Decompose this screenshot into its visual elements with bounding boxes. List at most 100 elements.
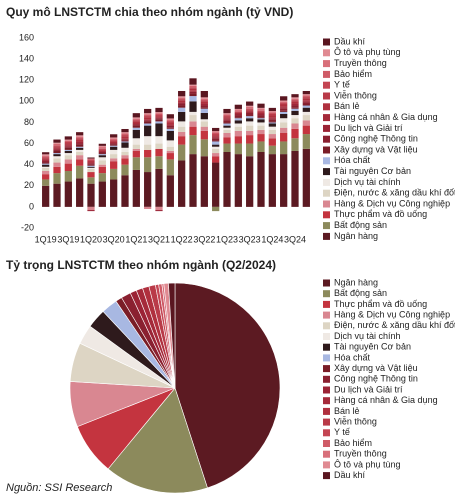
legend-label: Bất động sản bbox=[334, 220, 387, 230]
legend-label: Thực phẩm và đồ uống bbox=[334, 209, 427, 219]
bar-segment bbox=[223, 127, 231, 130]
bar-segment bbox=[87, 161, 95, 163]
bar-segment bbox=[132, 169, 140, 207]
x-tick-label: 1Q23 bbox=[216, 234, 238, 244]
bar-segment bbox=[189, 91, 197, 94]
bar-segment bbox=[257, 115, 265, 118]
legend-label: Ngân hàng bbox=[334, 231, 378, 241]
y-tick-label: 100 bbox=[19, 96, 34, 106]
bar-segment bbox=[53, 162, 61, 167]
bar-segment bbox=[212, 138, 220, 141]
bar-segment bbox=[53, 144, 61, 146]
bar-segment bbox=[291, 115, 299, 119]
bar-segment bbox=[302, 97, 310, 99]
bar-segment bbox=[121, 139, 129, 141]
bar-segment bbox=[268, 129, 276, 135]
bar-segment bbox=[291, 97, 299, 99]
legend-label: Điện, nước & xăng dầu khí đốt bbox=[334, 188, 455, 198]
legend-swatch bbox=[323, 211, 330, 219]
bar-segment bbox=[223, 118, 231, 120]
bar-segment bbox=[53, 166, 61, 174]
legend-label: Tài nguyên Cơ bản bbox=[334, 342, 411, 352]
bar-segment bbox=[280, 102, 288, 104]
bar-segment bbox=[155, 123, 163, 137]
bar-segment bbox=[121, 138, 129, 140]
legend-label: Bán lẻ bbox=[334, 101, 360, 111]
bar-segment bbox=[189, 154, 197, 207]
legend-swatch bbox=[323, 60, 330, 68]
bar-segment bbox=[132, 129, 140, 139]
bar-segment bbox=[110, 145, 118, 147]
bar-segment bbox=[234, 112, 242, 114]
bar-segment bbox=[98, 173, 106, 182]
legend-swatch bbox=[323, 290, 330, 298]
bar-segment bbox=[53, 142, 61, 144]
bar-segment bbox=[166, 130, 174, 141]
bar-segment bbox=[121, 175, 129, 207]
bar-segment bbox=[144, 113, 152, 115]
bar-segment bbox=[268, 112, 276, 114]
legend-swatch bbox=[323, 168, 330, 176]
bar-segment bbox=[212, 133, 220, 135]
bar-segment bbox=[98, 153, 106, 155]
bar-segment bbox=[76, 152, 84, 156]
bar-segment bbox=[155, 148, 163, 157]
bar-segment bbox=[64, 149, 72, 151]
bar-segment bbox=[87, 177, 95, 184]
bar-segment bbox=[234, 130, 242, 137]
bar-segment bbox=[87, 158, 95, 160]
bar-segment bbox=[98, 148, 106, 149]
bar-segment bbox=[268, 122, 276, 124]
bar-segment bbox=[132, 148, 140, 151]
bar-segment bbox=[132, 150, 140, 158]
bar-segment bbox=[76, 143, 84, 145]
bar-segment bbox=[234, 110, 242, 112]
chart-title: Tỷ trọng LNSTCTM theo nhóm ngành (Q2/202… bbox=[6, 258, 276, 272]
bar-segment bbox=[291, 94, 299, 98]
bar-segment bbox=[76, 135, 84, 137]
bar-segment bbox=[246, 101, 254, 106]
legend-label: Bán lẻ bbox=[334, 406, 360, 416]
bar-segment bbox=[87, 206, 95, 211]
bar-segment bbox=[302, 94, 310, 96]
bar-segment bbox=[64, 171, 72, 182]
bar-segment bbox=[76, 144, 84, 147]
bar-segment bbox=[178, 160, 186, 207]
bar-segment bbox=[42, 171, 50, 175]
x-tick-label: 3Q23 bbox=[239, 234, 261, 244]
bar-segment bbox=[64, 144, 72, 146]
bar-segment bbox=[223, 137, 231, 144]
legend-swatch bbox=[323, 103, 330, 111]
bar-segment bbox=[144, 119, 152, 121]
bar-segment bbox=[98, 149, 106, 151]
bar-segment bbox=[223, 120, 231, 123]
legend-swatch bbox=[323, 418, 330, 426]
source-note: Nguồn: SSI Research bbox=[6, 482, 112, 494]
bar-segment bbox=[64, 139, 72, 141]
bar-segment bbox=[189, 121, 197, 127]
bar-segment bbox=[246, 110, 254, 112]
bar-segment bbox=[302, 125, 310, 135]
legend-swatch bbox=[323, 232, 330, 240]
bar-segment bbox=[268, 117, 276, 119]
y-tick-label: 0 bbox=[29, 201, 34, 211]
bar-segment bbox=[291, 123, 299, 129]
legend-swatch bbox=[323, 343, 330, 351]
bar-segment bbox=[200, 108, 208, 113]
bar-segment bbox=[223, 123, 231, 126]
bar-segment bbox=[189, 126, 197, 136]
bar-segment bbox=[98, 145, 106, 147]
x-tick-label: 1Q21 bbox=[125, 234, 147, 244]
bar-segment bbox=[98, 155, 106, 158]
legend-label: Hàng cá nhân & Gia dụng bbox=[334, 112, 438, 122]
bar-segment bbox=[42, 152, 50, 155]
legend-swatch bbox=[323, 81, 330, 89]
bar-segment bbox=[121, 155, 129, 159]
bar-segment bbox=[144, 149, 152, 158]
bar-segment bbox=[200, 126, 208, 131]
y-tick-label: -20 bbox=[21, 222, 34, 232]
bar-segment bbox=[200, 119, 208, 122]
bar-segment bbox=[166, 122, 174, 125]
bar-segment bbox=[189, 101, 197, 112]
bar-segment bbox=[200, 139, 208, 157]
